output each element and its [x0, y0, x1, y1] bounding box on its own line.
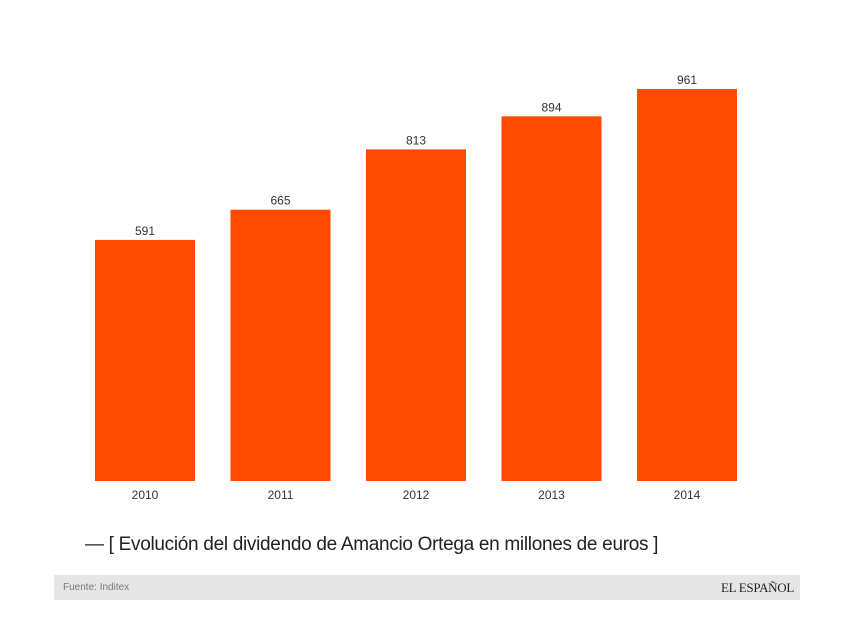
- bar-2013: [501, 116, 602, 481]
- x-tick-label: 2012: [403, 488, 430, 502]
- x-tick-label: 2014: [674, 488, 701, 502]
- x-tick-label: 2010: [132, 488, 159, 502]
- footer-bar: Fuente: Inditex EL ESPAÑOL: [54, 575, 800, 600]
- el-espanol-logo: EL ESPAÑOL: [721, 580, 794, 595]
- bar-2012: [366, 149, 466, 481]
- bar-2014: [637, 89, 737, 481]
- bar-chart: 591 2010 665 2011 813 2012 894 2013 961 2014: [95, 73, 737, 502]
- source-note: Fuente: Inditex: [63, 582, 130, 593]
- data-label: 591: [135, 224, 155, 238]
- x-tick-label: 2013: [538, 488, 565, 502]
- bar-2011: [230, 209, 331, 481]
- data-label: 665: [270, 194, 290, 208]
- chart-title: — [ Evolución del dividendo de Amancio O…: [85, 534, 659, 555]
- data-label: 961: [677, 73, 697, 87]
- data-label: 894: [541, 100, 561, 114]
- x-tick-label: 2011: [268, 488, 294, 502]
- bar-2010: [95, 239, 195, 481]
- data-label: 813: [406, 133, 426, 147]
